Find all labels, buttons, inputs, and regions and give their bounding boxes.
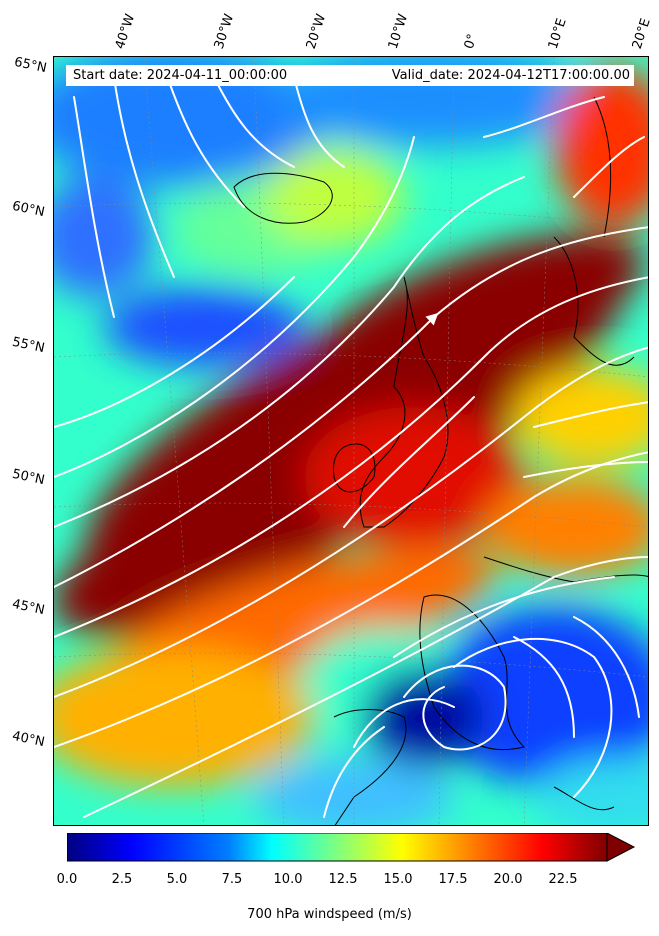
valid-date: Valid_date: 2024-04-12T17:00:00.00 — [391, 68, 630, 83]
lon-label-0: 0° — [461, 32, 481, 51]
colorbar-label: 700 hPa windspeed (m/s) — [247, 907, 412, 922]
lat-label-50n: 50°N — [10, 466, 46, 489]
colorbar-tick: 7.5 — [221, 872, 243, 887]
colorbar-tick: 2.5 — [111, 872, 133, 887]
colorbar-tick: 20.0 — [493, 872, 523, 887]
start-date: Start date: 2024-04-11_00:00:00 — [73, 68, 288, 83]
colorbar-extend-arrow — [606, 832, 636, 862]
lat-label-55n: 55°N — [10, 334, 46, 357]
lon-label-40w: 40°W — [112, 12, 139, 51]
colorbar — [66, 832, 637, 867]
colorbar-tick: 15.0 — [383, 872, 413, 887]
colorbar-tick: 10.0 — [273, 872, 303, 887]
lon-label-10w: 10°W — [385, 12, 412, 51]
colorbar-tick: 5.0 — [166, 872, 188, 887]
streamlines — [54, 66, 648, 818]
colorbar-tick: 17.5 — [438, 872, 468, 887]
colorbar-tick: 22.5 — [548, 872, 578, 887]
lat-label-45n: 45°N — [10, 596, 46, 619]
colorbar-gradient — [66, 832, 608, 862]
lon-label-20e: 20°E — [629, 16, 654, 51]
lon-label-30w: 30°W — [211, 12, 238, 51]
lon-label-10e: 10°E — [545, 16, 570, 51]
lat-label-60n: 60°N — [10, 198, 46, 221]
graticule — [54, 57, 648, 825]
colorbar-tick: 0.0 — [56, 872, 78, 887]
colorbar-tick: 12.5 — [328, 872, 358, 887]
lat-label-40n: 40°N — [10, 728, 46, 751]
windspeed-map — [54, 57, 648, 825]
map-panel — [53, 56, 649, 826]
lat-label-65n: 65°N — [12, 54, 48, 77]
title-box: Start date: 2024-04-11_00:00:00 Valid_da… — [66, 65, 634, 86]
lon-label-20w: 20°W — [303, 12, 330, 51]
